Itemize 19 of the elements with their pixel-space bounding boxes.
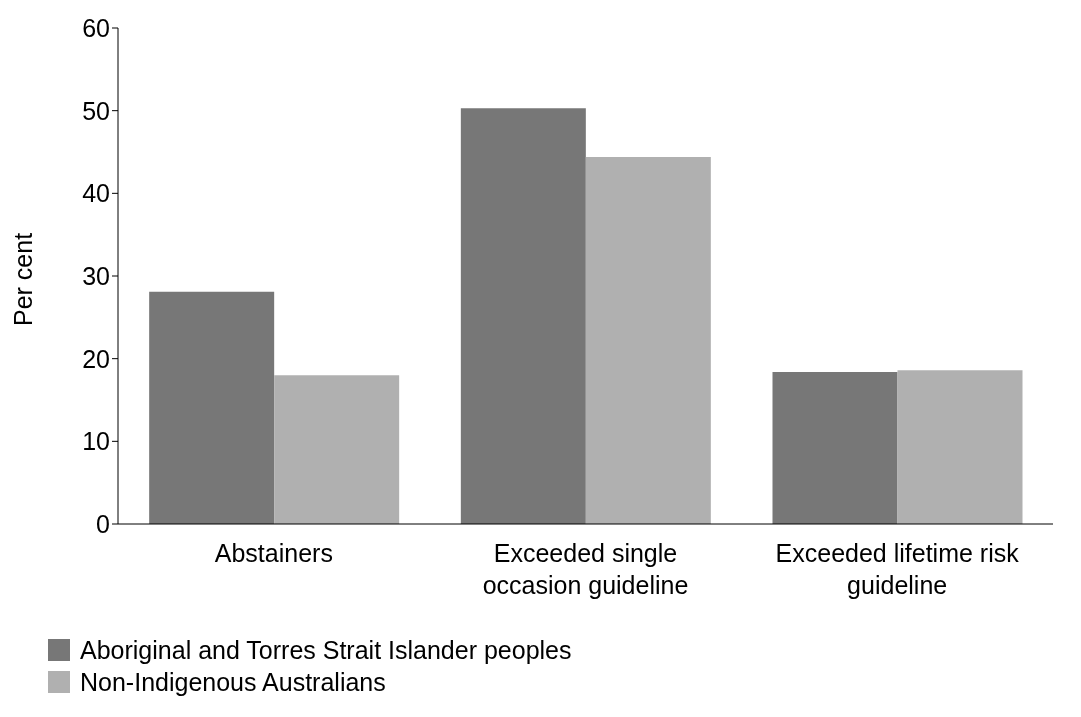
x-tick-label: Abstainers — [214, 539, 333, 567]
bar — [772, 371, 898, 524]
legend-label: Aboriginal and Torres Strait Islander peoples — [80, 635, 572, 666]
bar — [149, 291, 275, 524]
y-tick-label: 10 — [82, 427, 110, 456]
y-tick-label: 60 — [82, 13, 110, 42]
bar — [897, 370, 1023, 524]
y-tick-label: 30 — [82, 261, 110, 290]
bar — [460, 108, 586, 524]
x-tick-label: Exceeded lifetime risk guideline — [775, 539, 1020, 599]
x-tick-label: Exceeded single occasion guideline — [482, 539, 689, 599]
y-tick-label: 40 — [82, 179, 110, 208]
legend-label: Non-Indigenous Australians — [80, 667, 386, 698]
y-tick-label: 50 — [82, 96, 110, 125]
bar — [274, 375, 400, 524]
y-axis-title: Per cent — [8, 232, 37, 326]
y-tick-label: 0 — [96, 509, 110, 538]
y-tick-label: 20 — [82, 344, 110, 373]
bar — [585, 156, 711, 524]
